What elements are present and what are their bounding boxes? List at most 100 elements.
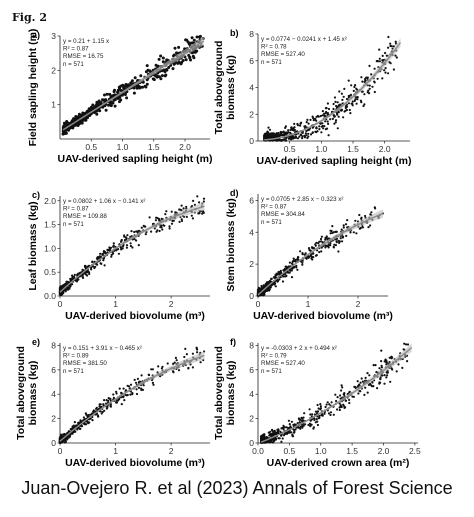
- data-point: [173, 46, 177, 50]
- data-point: [120, 403, 123, 406]
- data-point: [392, 68, 395, 71]
- panel-letter: c): [32, 190, 40, 200]
- data-point: [317, 115, 320, 118]
- data-point: [356, 96, 359, 99]
- data-point: [99, 410, 102, 413]
- data-point: [84, 265, 87, 268]
- data-point: [157, 365, 160, 368]
- data-point: [334, 121, 337, 124]
- data-point: [71, 425, 74, 428]
- data-point: [170, 210, 173, 213]
- stats-line: y = 0.21 + 1.15 x: [63, 38, 110, 45]
- data-point: [135, 239, 138, 242]
- data-point: [342, 116, 345, 119]
- fitted-curve: [264, 42, 402, 141]
- data-point: [174, 356, 177, 359]
- data-point: [154, 63, 158, 67]
- data-point: [340, 92, 343, 95]
- data-point: [281, 437, 284, 440]
- data-point: [201, 212, 204, 215]
- data-point: [344, 106, 347, 110]
- data-point: [262, 433, 265, 436]
- data-point: [333, 96, 337, 99]
- data-point: [315, 418, 318, 421]
- panel-letter: b): [230, 28, 239, 38]
- stats-line: y = 0.0774 − 0.0241 x + 1.45 x²: [261, 36, 347, 43]
- data-point: [167, 66, 171, 69]
- data-point: [202, 200, 205, 203]
- data-point: [338, 90, 341, 93]
- data-point: [191, 352, 194, 355]
- data-point: [326, 102, 329, 105]
- data-point: [354, 84, 357, 87]
- data-point: [125, 244, 129, 247]
- data-point: [185, 353, 188, 356]
- data-point: [157, 217, 161, 221]
- stats-line: R² = 0.79: [261, 353, 287, 360]
- data-point: [322, 127, 325, 130]
- data-point: [353, 99, 356, 102]
- data-point: [342, 224, 345, 227]
- data-point: [270, 434, 273, 437]
- data-point: [329, 118, 332, 121]
- data-point: [318, 128, 321, 131]
- data-point: [323, 125, 326, 128]
- data-point: [305, 134, 308, 137]
- data-point: [150, 368, 153, 371]
- data-point: [121, 83, 125, 87]
- data-point: [332, 102, 335, 106]
- data-point: [341, 240, 344, 243]
- data-point: [304, 132, 307, 135]
- data-point: [285, 139, 288, 142]
- data-point: [185, 215, 188, 218]
- data-point: [342, 95, 345, 98]
- data-point: [192, 38, 196, 42]
- data-point: [343, 87, 346, 90]
- data-point: [268, 132, 271, 136]
- data-point: [338, 408, 341, 412]
- data-point: [351, 104, 354, 107]
- data-point: [311, 247, 314, 250]
- x-axis-title: UAV-derived biovolume (m³): [65, 310, 205, 322]
- data-point: [184, 347, 187, 350]
- y-axis-title: Field sapling height (m): [27, 29, 39, 147]
- data-point: [288, 261, 291, 264]
- stats-line: RMSE = 527.40: [261, 360, 305, 367]
- data-point: [327, 412, 331, 415]
- data-point: [59, 436, 63, 439]
- data-point: [109, 104, 113, 108]
- data-point: [123, 93, 127, 96]
- data-point: [163, 70, 167, 74]
- data-point: [292, 423, 295, 426]
- data-point: [276, 135, 279, 138]
- data-point: [334, 393, 337, 396]
- data-point: [171, 219, 174, 223]
- data-point: [304, 252, 307, 255]
- data-point: [380, 364, 383, 367]
- data-point: [117, 252, 120, 255]
- data-point: [362, 104, 365, 108]
- data-point: [104, 98, 108, 102]
- data-point: [88, 272, 91, 276]
- data-point: [102, 259, 105, 262]
- data-point: [395, 370, 398, 373]
- data-point: [370, 73, 373, 76]
- data-point: [271, 139, 274, 142]
- panel-a: a) 0.5 1.0 1.5 2.0 1 2 3 UAV-derived sapling hei…: [27, 29, 213, 165]
- data-point: [340, 109, 343, 112]
- data-point: [352, 231, 355, 234]
- y-axis-title-line: biomass (kg): [27, 361, 39, 426]
- data-point: [316, 410, 320, 413]
- y-tick-label: 2: [249, 414, 254, 424]
- y-tick-label: 0.5: [44, 267, 56, 277]
- y-tick-label: 6: [249, 195, 254, 205]
- stats-line: n = 571: [63, 61, 84, 68]
- data-point: [364, 379, 367, 382]
- y-tick-label: 4: [51, 389, 56, 399]
- data-point: [307, 122, 310, 125]
- y-tick-label: 0: [249, 136, 254, 146]
- data-point: [183, 355, 186, 359]
- data-point: [77, 421, 80, 425]
- data-point: [158, 229, 161, 233]
- x-tick-label: 1.5: [148, 142, 160, 152]
